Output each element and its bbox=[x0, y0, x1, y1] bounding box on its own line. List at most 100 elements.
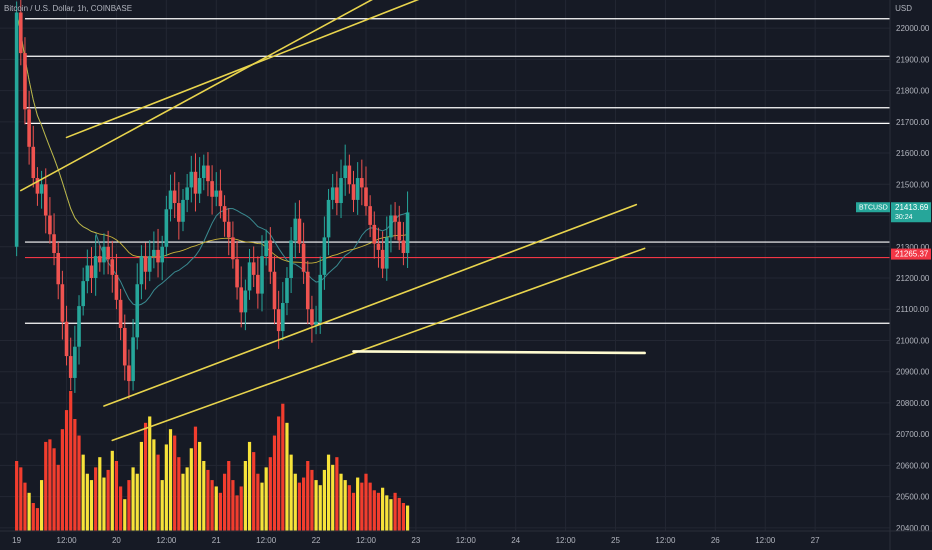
price-tick-label: 21000.00 bbox=[896, 336, 930, 345]
price-tick-label: 20800.00 bbox=[896, 399, 930, 408]
candle-body bbox=[330, 187, 335, 200]
volume-bar bbox=[264, 467, 268, 531]
slow-average-line bbox=[16, 12, 408, 264]
candle-body bbox=[343, 165, 347, 179]
volume-bar bbox=[19, 467, 23, 531]
candle-body bbox=[60, 284, 65, 322]
candle-body bbox=[318, 274, 323, 322]
volume-bar bbox=[56, 464, 60, 531]
volume-bar bbox=[156, 454, 160, 531]
time-tick-label: 21 bbox=[212, 536, 221, 545]
candle-body bbox=[43, 184, 48, 216]
volume-bar bbox=[69, 391, 73, 531]
price-tag-value: 21413.69 bbox=[895, 203, 929, 212]
candle-body bbox=[243, 290, 248, 313]
candle-body bbox=[98, 256, 102, 263]
price-tick-label: 20600.00 bbox=[896, 461, 930, 470]
volume-bar bbox=[185, 467, 189, 531]
volume-bar bbox=[247, 441, 252, 531]
time-tick-label: 12:00 bbox=[156, 536, 177, 545]
candle-body bbox=[193, 171, 198, 194]
volume-bar bbox=[35, 508, 40, 531]
volume-bar bbox=[202, 461, 206, 531]
volume-bar bbox=[368, 482, 372, 531]
price-tag bbox=[891, 202, 931, 223]
trend-channel-line bbox=[103, 203, 638, 407]
volume-bar bbox=[81, 454, 85, 531]
volume-bar bbox=[135, 473, 139, 531]
candle-body bbox=[384, 237, 389, 269]
volume-bar bbox=[401, 503, 406, 531]
volume-bar bbox=[222, 473, 227, 531]
time-tick-label: 27 bbox=[811, 536, 820, 545]
volume-bar bbox=[52, 448, 56, 531]
time-tick-label: 12:00 bbox=[556, 536, 577, 545]
candle-body bbox=[39, 184, 44, 194]
candle-body bbox=[389, 215, 393, 238]
candle-body bbox=[351, 184, 356, 200]
volume-bar bbox=[252, 452, 256, 531]
volume-bar bbox=[293, 473, 297, 531]
candle-body bbox=[27, 109, 31, 147]
time-tick-label: 26 bbox=[711, 536, 720, 545]
candle-body bbox=[181, 199, 185, 222]
price-tick-label: 20700.00 bbox=[896, 430, 930, 439]
candle-body bbox=[131, 337, 135, 382]
volume-bar bbox=[301, 477, 306, 531]
candle-body bbox=[310, 309, 314, 325]
candle-body bbox=[56, 253, 61, 285]
support-line bbox=[352, 350, 646, 355]
volume-bar bbox=[227, 461, 231, 531]
trend-channel-line bbox=[111, 247, 646, 442]
candle-body bbox=[77, 306, 81, 347]
time-tick-label: 12:00 bbox=[356, 536, 377, 545]
currency-label: USD bbox=[895, 4, 912, 13]
candle-body bbox=[256, 274, 260, 294]
candle-body bbox=[68, 356, 73, 378]
volume-bar bbox=[148, 416, 152, 531]
volume-bar bbox=[385, 495, 389, 531]
volume-bar bbox=[106, 469, 110, 531]
candle-body bbox=[251, 262, 256, 275]
time-tick-label: 23 bbox=[411, 536, 420, 545]
candle-body bbox=[393, 215, 397, 222]
candle-body bbox=[397, 221, 402, 241]
candle-body bbox=[73, 346, 77, 378]
volume-bar bbox=[318, 485, 322, 531]
volume-bar bbox=[123, 499, 127, 531]
volume-bar bbox=[139, 441, 144, 531]
volume-bar bbox=[235, 495, 239, 531]
volume-bar bbox=[198, 441, 202, 531]
time-tick-label: 12:00 bbox=[655, 536, 676, 545]
candle-body bbox=[122, 327, 127, 366]
candle-body bbox=[368, 206, 372, 225]
volume-bar bbox=[44, 441, 48, 531]
volume-bar bbox=[94, 467, 98, 531]
candle-body bbox=[206, 165, 210, 182]
volume-bar bbox=[218, 492, 223, 531]
volume-bar bbox=[60, 429, 64, 531]
volume-bar bbox=[164, 444, 168, 531]
candle-body bbox=[135, 284, 140, 338]
time-tick-label: 24 bbox=[511, 536, 520, 545]
price-tick-label: 21900.00 bbox=[896, 55, 930, 64]
candle-body bbox=[264, 240, 268, 257]
price-tick-label: 22000.00 bbox=[896, 24, 930, 33]
volume-bar bbox=[23, 482, 27, 531]
volume-bar bbox=[31, 503, 35, 531]
candle-body bbox=[268, 240, 273, 272]
time-tick-label: 12:00 bbox=[256, 536, 277, 545]
volume-bar bbox=[306, 461, 310, 531]
volume-bar bbox=[351, 492, 356, 531]
volume-bar bbox=[48, 439, 52, 531]
volume-bar bbox=[364, 473, 368, 531]
candle-body bbox=[48, 215, 52, 235]
volume-bar bbox=[372, 490, 376, 531]
volume-bar bbox=[339, 473, 343, 531]
candle-body bbox=[35, 178, 40, 194]
candle-body bbox=[235, 259, 239, 288]
candle-body bbox=[197, 178, 202, 194]
time-tick-label: 19 bbox=[12, 536, 21, 545]
candle-body bbox=[326, 199, 331, 238]
